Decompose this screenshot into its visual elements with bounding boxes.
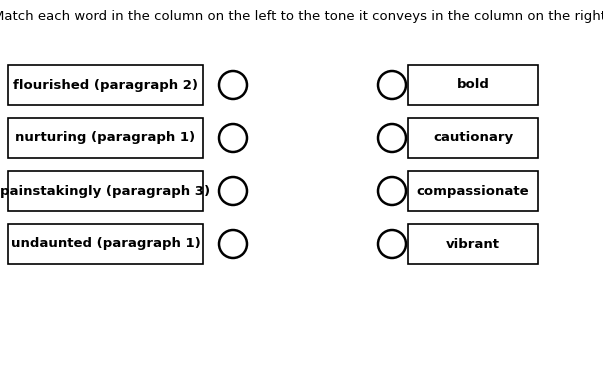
Circle shape [378,230,406,258]
Text: Match each word in the column on the left to the tone it conveys in the column o: Match each word in the column on the lef… [0,10,603,23]
FancyBboxPatch shape [408,224,538,264]
FancyBboxPatch shape [8,118,203,158]
Circle shape [378,71,406,99]
Text: painstakingly (paragraph 3): painstakingly (paragraph 3) [1,184,210,198]
Text: flourished (paragraph 2): flourished (paragraph 2) [13,78,198,92]
FancyBboxPatch shape [8,224,203,264]
Text: vibrant: vibrant [446,237,500,251]
Text: undaunted (paragraph 1): undaunted (paragraph 1) [11,237,200,251]
Text: bold: bold [456,78,490,92]
FancyBboxPatch shape [8,65,203,105]
FancyBboxPatch shape [408,118,538,158]
Circle shape [219,177,247,205]
Text: nurturing (paragraph 1): nurturing (paragraph 1) [16,131,195,145]
Circle shape [378,124,406,152]
Circle shape [378,177,406,205]
FancyBboxPatch shape [408,171,538,211]
Circle shape [219,124,247,152]
FancyBboxPatch shape [408,65,538,105]
FancyBboxPatch shape [8,171,203,211]
Circle shape [219,71,247,99]
Circle shape [219,230,247,258]
Text: compassionate: compassionate [417,184,529,198]
Text: cautionary: cautionary [433,131,513,145]
